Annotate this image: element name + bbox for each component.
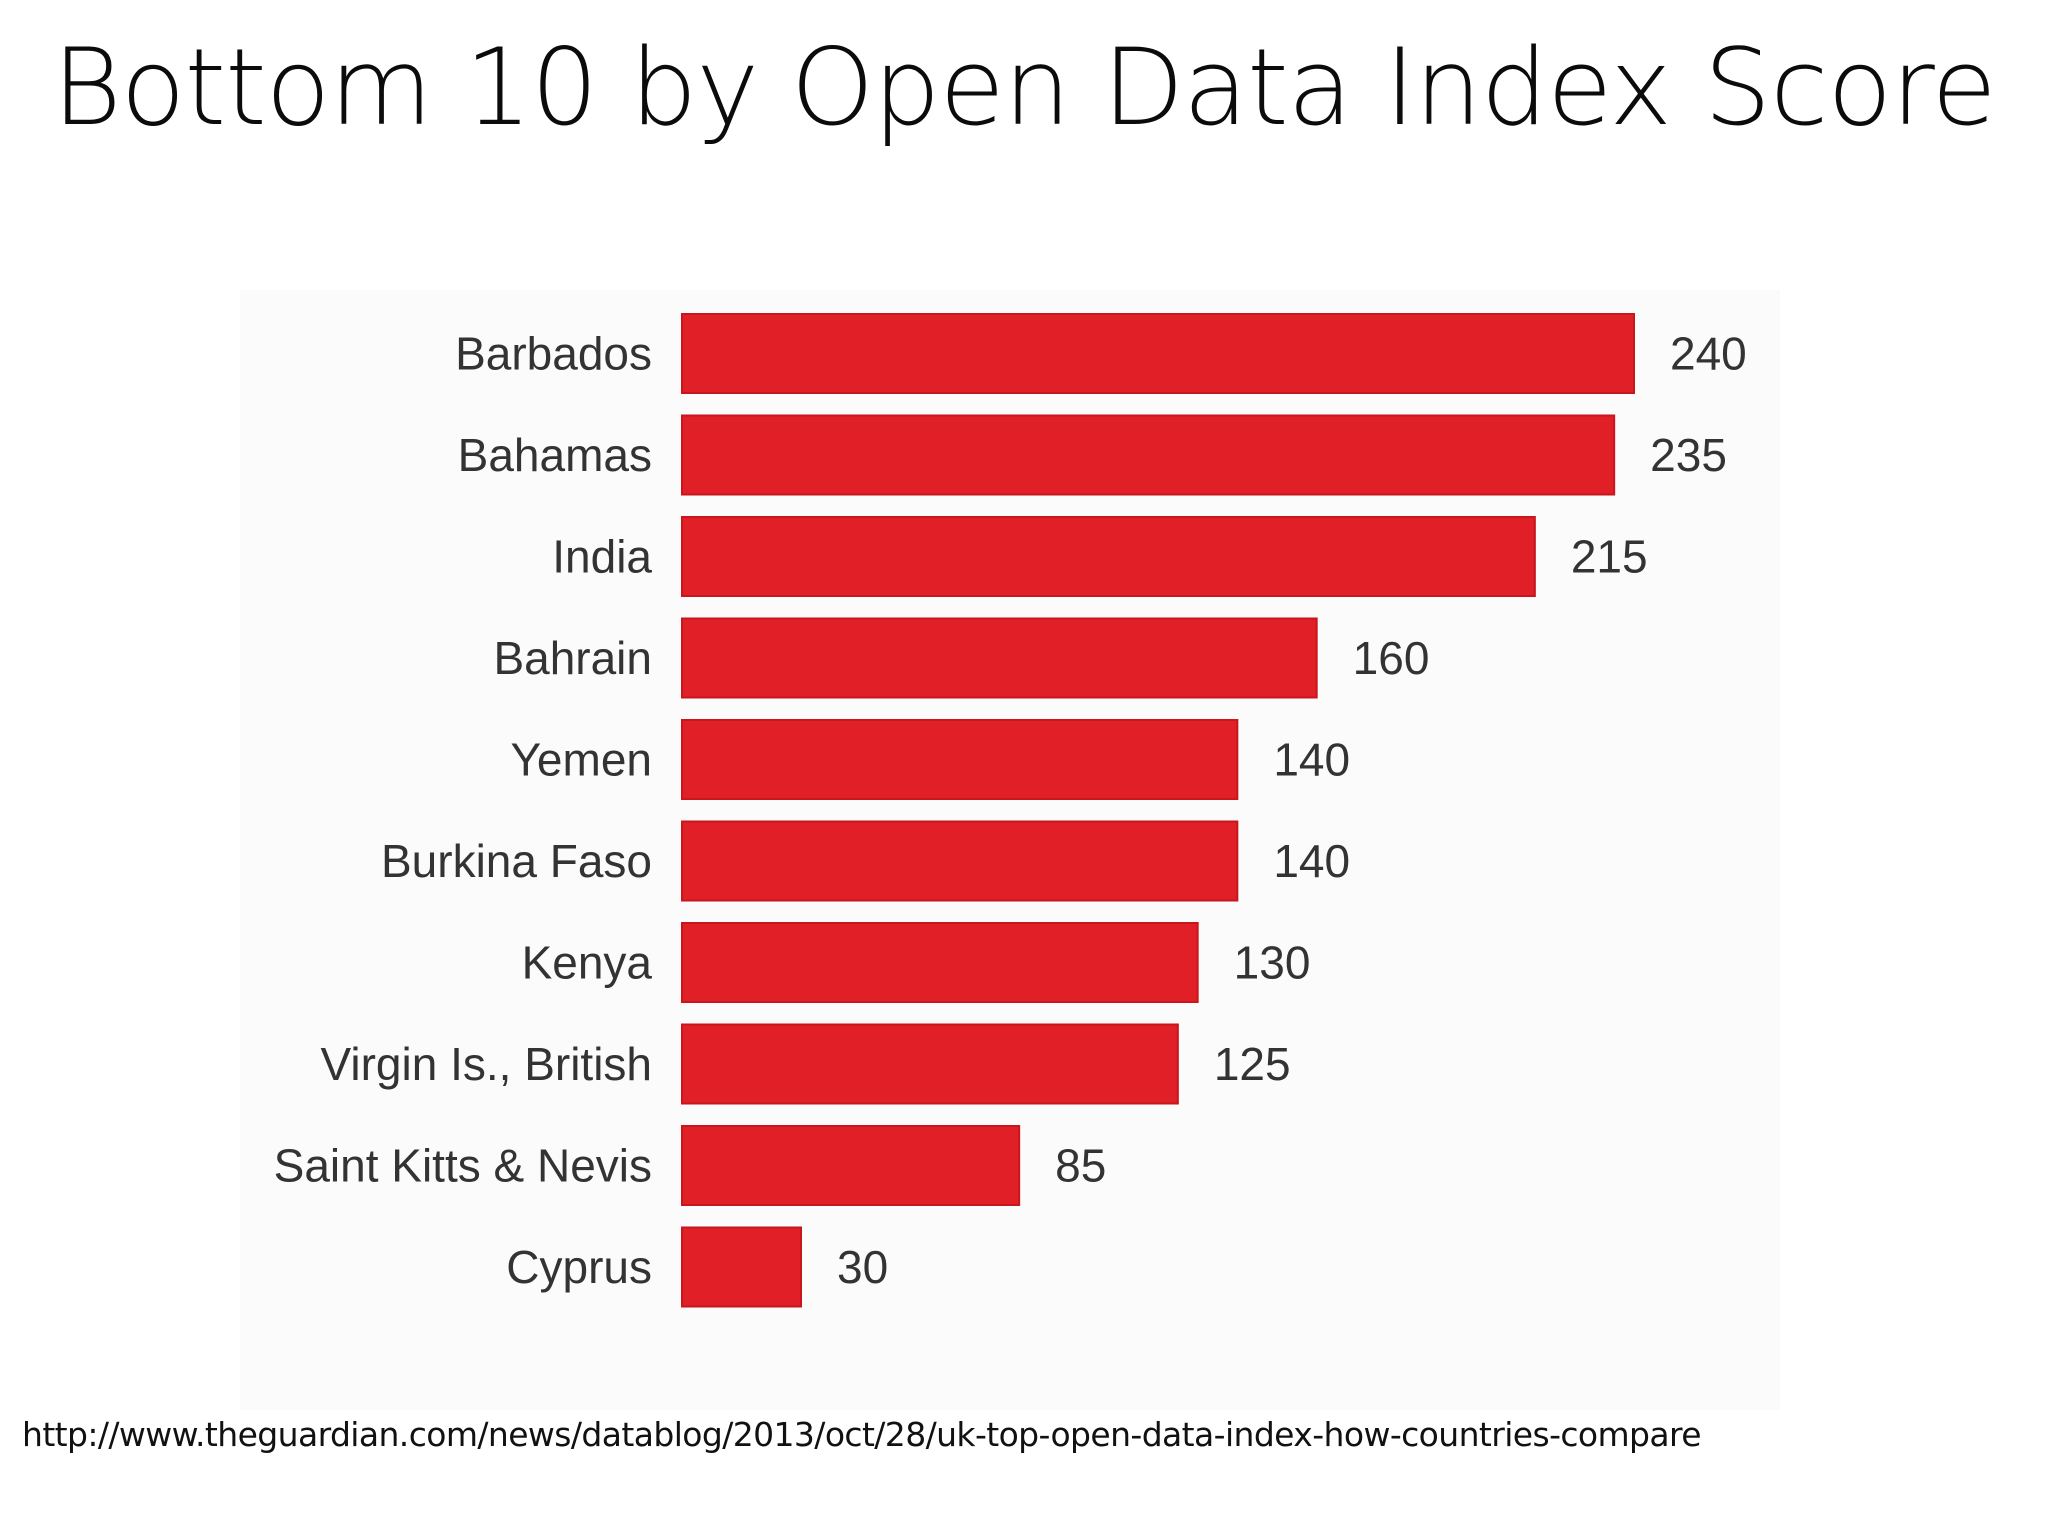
value-label-2: 215 [1571, 531, 1648, 583]
category-label-0: Barbados [455, 328, 652, 380]
category-label-2: India [552, 531, 652, 583]
bar-6 [681, 922, 1199, 1003]
value-label-1: 235 [1650, 429, 1727, 481]
slide-title: Bottom 10 by Open Data Index Score [52, 26, 1996, 149]
source-link[interactable]: http://www.theguardian.com/news/datablog… [22, 1415, 1702, 1454]
bar-7 [681, 1023, 1179, 1105]
category-label-9: Cyprus [506, 1241, 652, 1293]
bar-9 [681, 1226, 802, 1308]
bar-5 [681, 820, 1239, 902]
bar-8 [681, 1125, 1021, 1206]
category-label-5: Burkina Faso [381, 835, 652, 887]
value-label-3: 160 [1353, 632, 1430, 684]
category-label-7: Virgin Is., British [321, 1038, 652, 1090]
bar-3 [681, 617, 1318, 699]
value-label-0: 240 [1670, 328, 1747, 380]
category-label-4: Yemen [510, 734, 652, 786]
value-label-6: 130 [1234, 937, 1311, 989]
bar-2 [681, 516, 1536, 597]
value-label-5: 140 [1273, 835, 1350, 887]
bar-1 [681, 414, 1616, 496]
value-label-9: 30 [837, 1241, 888, 1293]
category-label-8: Saint Kitts & Nevis [274, 1140, 652, 1192]
category-label-6: Kenya [522, 937, 653, 989]
chart-panel: Barbados 240 Bahamas 235 India 215 Bahrain 160 Y… [240, 290, 1780, 1410]
category-label-3: Bahrain [493, 632, 652, 684]
value-label-7: 125 [1214, 1038, 1291, 1090]
category-label-1: Bahamas [458, 429, 652, 481]
bar-chart: Barbados 240 Bahamas 235 India 215 Bahrain 160 Y… [274, 313, 1747, 1308]
bar-0 [681, 313, 1635, 394]
value-label-8: 85 [1055, 1140, 1106, 1192]
bar-4 [681, 719, 1239, 800]
value-label-4: 140 [1273, 734, 1350, 786]
